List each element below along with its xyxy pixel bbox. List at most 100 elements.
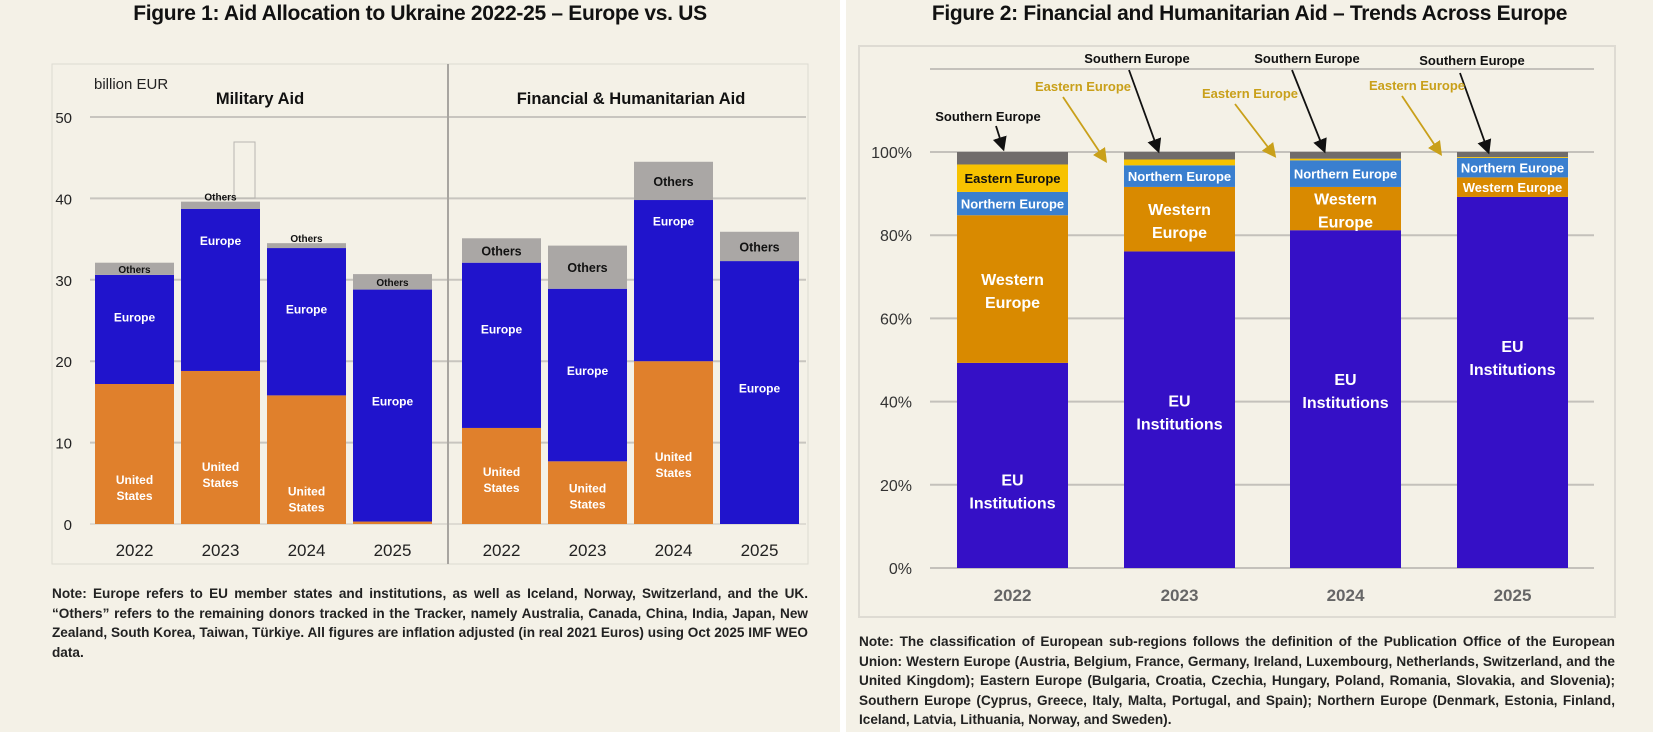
data-label-others: Others [481, 244, 521, 258]
bar-segment-southern-europe [1290, 152, 1401, 159]
figure1-chart: billion EUR 0 10 20 30 40 50 Military Aid United… [51, 63, 809, 565]
data-label-western-line1: Western [1148, 202, 1211, 219]
data-label-europe: Europe [286, 303, 328, 317]
data-label-us-line1: United [655, 450, 692, 464]
data-label-western: Western Europe [1463, 180, 1562, 195]
annotation-label: Eastern Europe [1369, 78, 1465, 93]
bar-segment-others [634, 161, 713, 201]
bar-segment-united-states [95, 383, 174, 524]
bar-segment-others [720, 231, 799, 262]
data-label-europe: Europe [567, 364, 609, 378]
data-label-us-line2: States [655, 466, 691, 480]
data-label-western-line2: Europe [985, 295, 1040, 312]
bar-segment-united-states [634, 361, 713, 524]
bar-segment-western-europe [957, 215, 1068, 363]
bar-segment-northern-europe [1124, 165, 1235, 187]
figure1-panel: Figure 1: Aid Allocation to Ukraine 2022… [51, 2, 809, 660]
bar-segment-others [353, 274, 432, 290]
y-tick-label: 20% [880, 478, 912, 495]
annotation-arrow [1459, 72, 1492, 155]
y-tick-label: 20 [55, 354, 72, 371]
bar-segment-united-states [181, 370, 260, 524]
data-label-northern: Northern Europe [1461, 161, 1564, 176]
annotation-arrow [1062, 96, 1107, 163]
bar-segment-eu-institutions [1124, 251, 1235, 568]
y-tick-label: 0% [889, 561, 912, 578]
x-tick-label: 2022 [483, 541, 521, 560]
data-label-us-line1: United [483, 465, 520, 479]
data-label-others: Others [567, 261, 607, 275]
data-label-others: Others [653, 175, 693, 189]
bar-segment-others [548, 245, 627, 289]
bar-segment-western-europe [1124, 186, 1235, 252]
annotation-arrow [1128, 69, 1162, 154]
bar-segment-united-states [548, 461, 627, 524]
x-tick-label: 2023 [202, 541, 240, 560]
bar-segment-europe [181, 208, 260, 371]
figure2-panel: Figure 2: Financial and Humanitarian Aid… [846, 0, 1653, 732]
y-tick-label: 60% [880, 311, 912, 328]
figure2-title: Figure 2: Financial and Humanitarian Aid… [931, 2, 1568, 25]
data-label-us-line1: United [116, 473, 153, 487]
bar-segment-eu-institutions [1457, 196, 1568, 569]
bar-segment-western-europe [1290, 186, 1401, 231]
annotation-label: Southern Europe [1254, 51, 1359, 66]
data-label-europe: Europe [481, 322, 523, 336]
y-tick-label: 30 [55, 273, 72, 290]
annotation-label: Southern Europe [1419, 53, 1524, 68]
y-tick-label: 10 [55, 436, 72, 453]
x-tick-label: 2023 [569, 541, 607, 560]
x-tick-label: 2022 [994, 586, 1032, 605]
data-label-eu-line2: Institutions [1136, 416, 1222, 433]
figure2-chart: 0% 20% 40% 60% 80% 100% EU Institutions Western E… [858, 45, 1616, 618]
data-label-others: Others [739, 240, 779, 254]
data-label-eastern: Eastern Europe [964, 171, 1060, 186]
y-axis-unit-label: billion EUR [94, 76, 168, 93]
data-label-western-line2: Europe [1318, 215, 1373, 232]
x-tick-label: 2025 [741, 541, 779, 560]
bar-segment-europe [267, 248, 346, 396]
bar-segment-europe [95, 274, 174, 384]
y-tick-label: 0 [64, 517, 72, 534]
panel-divider [840, 0, 846, 732]
data-label-us-line1: United [288, 484, 325, 498]
data-label-northern: Northern Europe [961, 197, 1064, 212]
bar-segment-southern-europe [1457, 152, 1568, 157]
y-tick-label: 40 [55, 191, 72, 208]
figure1-title: Figure 1: Aid Allocation to Ukraine 2022… [133, 2, 707, 25]
bar-segment-eastern-europe [1290, 158, 1401, 161]
y-tick-label: 100% [871, 145, 912, 162]
bar-segment-others [267, 243, 346, 249]
bar-segment-europe [548, 288, 627, 462]
data-label-eu-line2: Institutions [1469, 362, 1555, 379]
data-label-europe: Europe [653, 215, 695, 229]
bar-segment-eu-institutions [957, 362, 1068, 568]
bar-segment-others [462, 238, 541, 263]
data-label-us-line2: States [202, 476, 238, 490]
bar-segment-eastern-europe [1457, 156, 1568, 158]
data-label-eu-line2: Institutions [1302, 395, 1388, 412]
annotation-label: Southern Europe [1084, 51, 1189, 66]
bar-segment-others [181, 201, 260, 209]
data-label-us-line1: United [202, 460, 239, 474]
data-label-others: Others [376, 278, 409, 289]
bar-segment-eastern-europe [1124, 159, 1235, 166]
legend-artifact-box [233, 141, 256, 199]
figure2-note: Note: The classification of European sub… [859, 634, 1615, 727]
annotation-arrow [992, 125, 1007, 152]
bar-segment-europe [353, 289, 432, 522]
bar-segment-western-europe [1457, 177, 1568, 197]
annotation-arrow [1401, 95, 1442, 156]
x-tick-label: 2025 [1494, 586, 1532, 605]
bar-segment-southern-europe [1124, 152, 1235, 160]
x-tick-label: 2022 [116, 541, 154, 560]
bar-segment-northern-europe [1457, 157, 1568, 178]
bar-segment-united-states [462, 427, 541, 524]
y-tick-label: 40% [880, 395, 912, 412]
bar-segment-united-states [353, 521, 432, 524]
data-label-us-line2: States [569, 498, 605, 512]
annotation-arrow [1234, 103, 1277, 158]
panel-title: Financial & Humanitarian Aid [517, 90, 746, 108]
bar-segment-southern-europe [957, 152, 1068, 165]
bar-segment-others [95, 262, 174, 275]
